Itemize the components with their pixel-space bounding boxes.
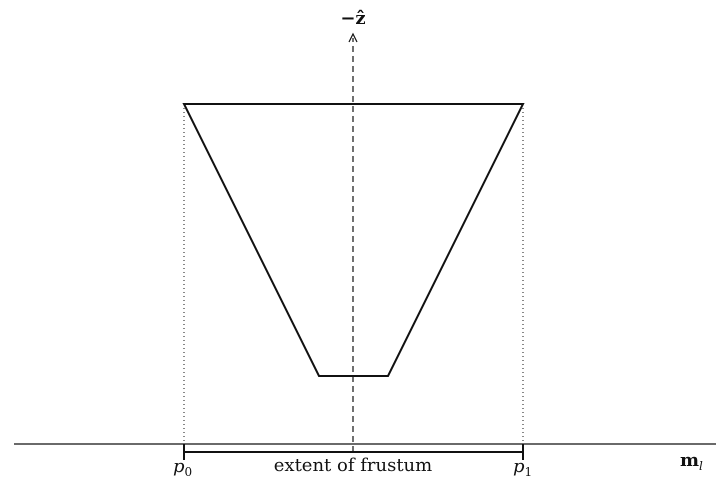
extent-label: extent of frustum	[274, 455, 432, 476]
p1-label-sub: 1	[525, 465, 533, 479]
m-axis-label: ml	[680, 450, 703, 473]
frustum-shape	[182, 103, 525, 377]
m-axis-label-main: m	[680, 450, 699, 471]
p1-label: p1	[513, 456, 532, 479]
z-axis-label: −ẑ	[340, 8, 365, 29]
m-axis-label-sub: l	[699, 459, 703, 473]
p0-label-main: p	[173, 456, 185, 477]
p0-label-sub: 0	[185, 465, 193, 479]
p0-label: p0	[173, 456, 192, 479]
z-axis-arrowhead	[348, 32, 358, 43]
p1-label-main: p	[513, 456, 525, 477]
